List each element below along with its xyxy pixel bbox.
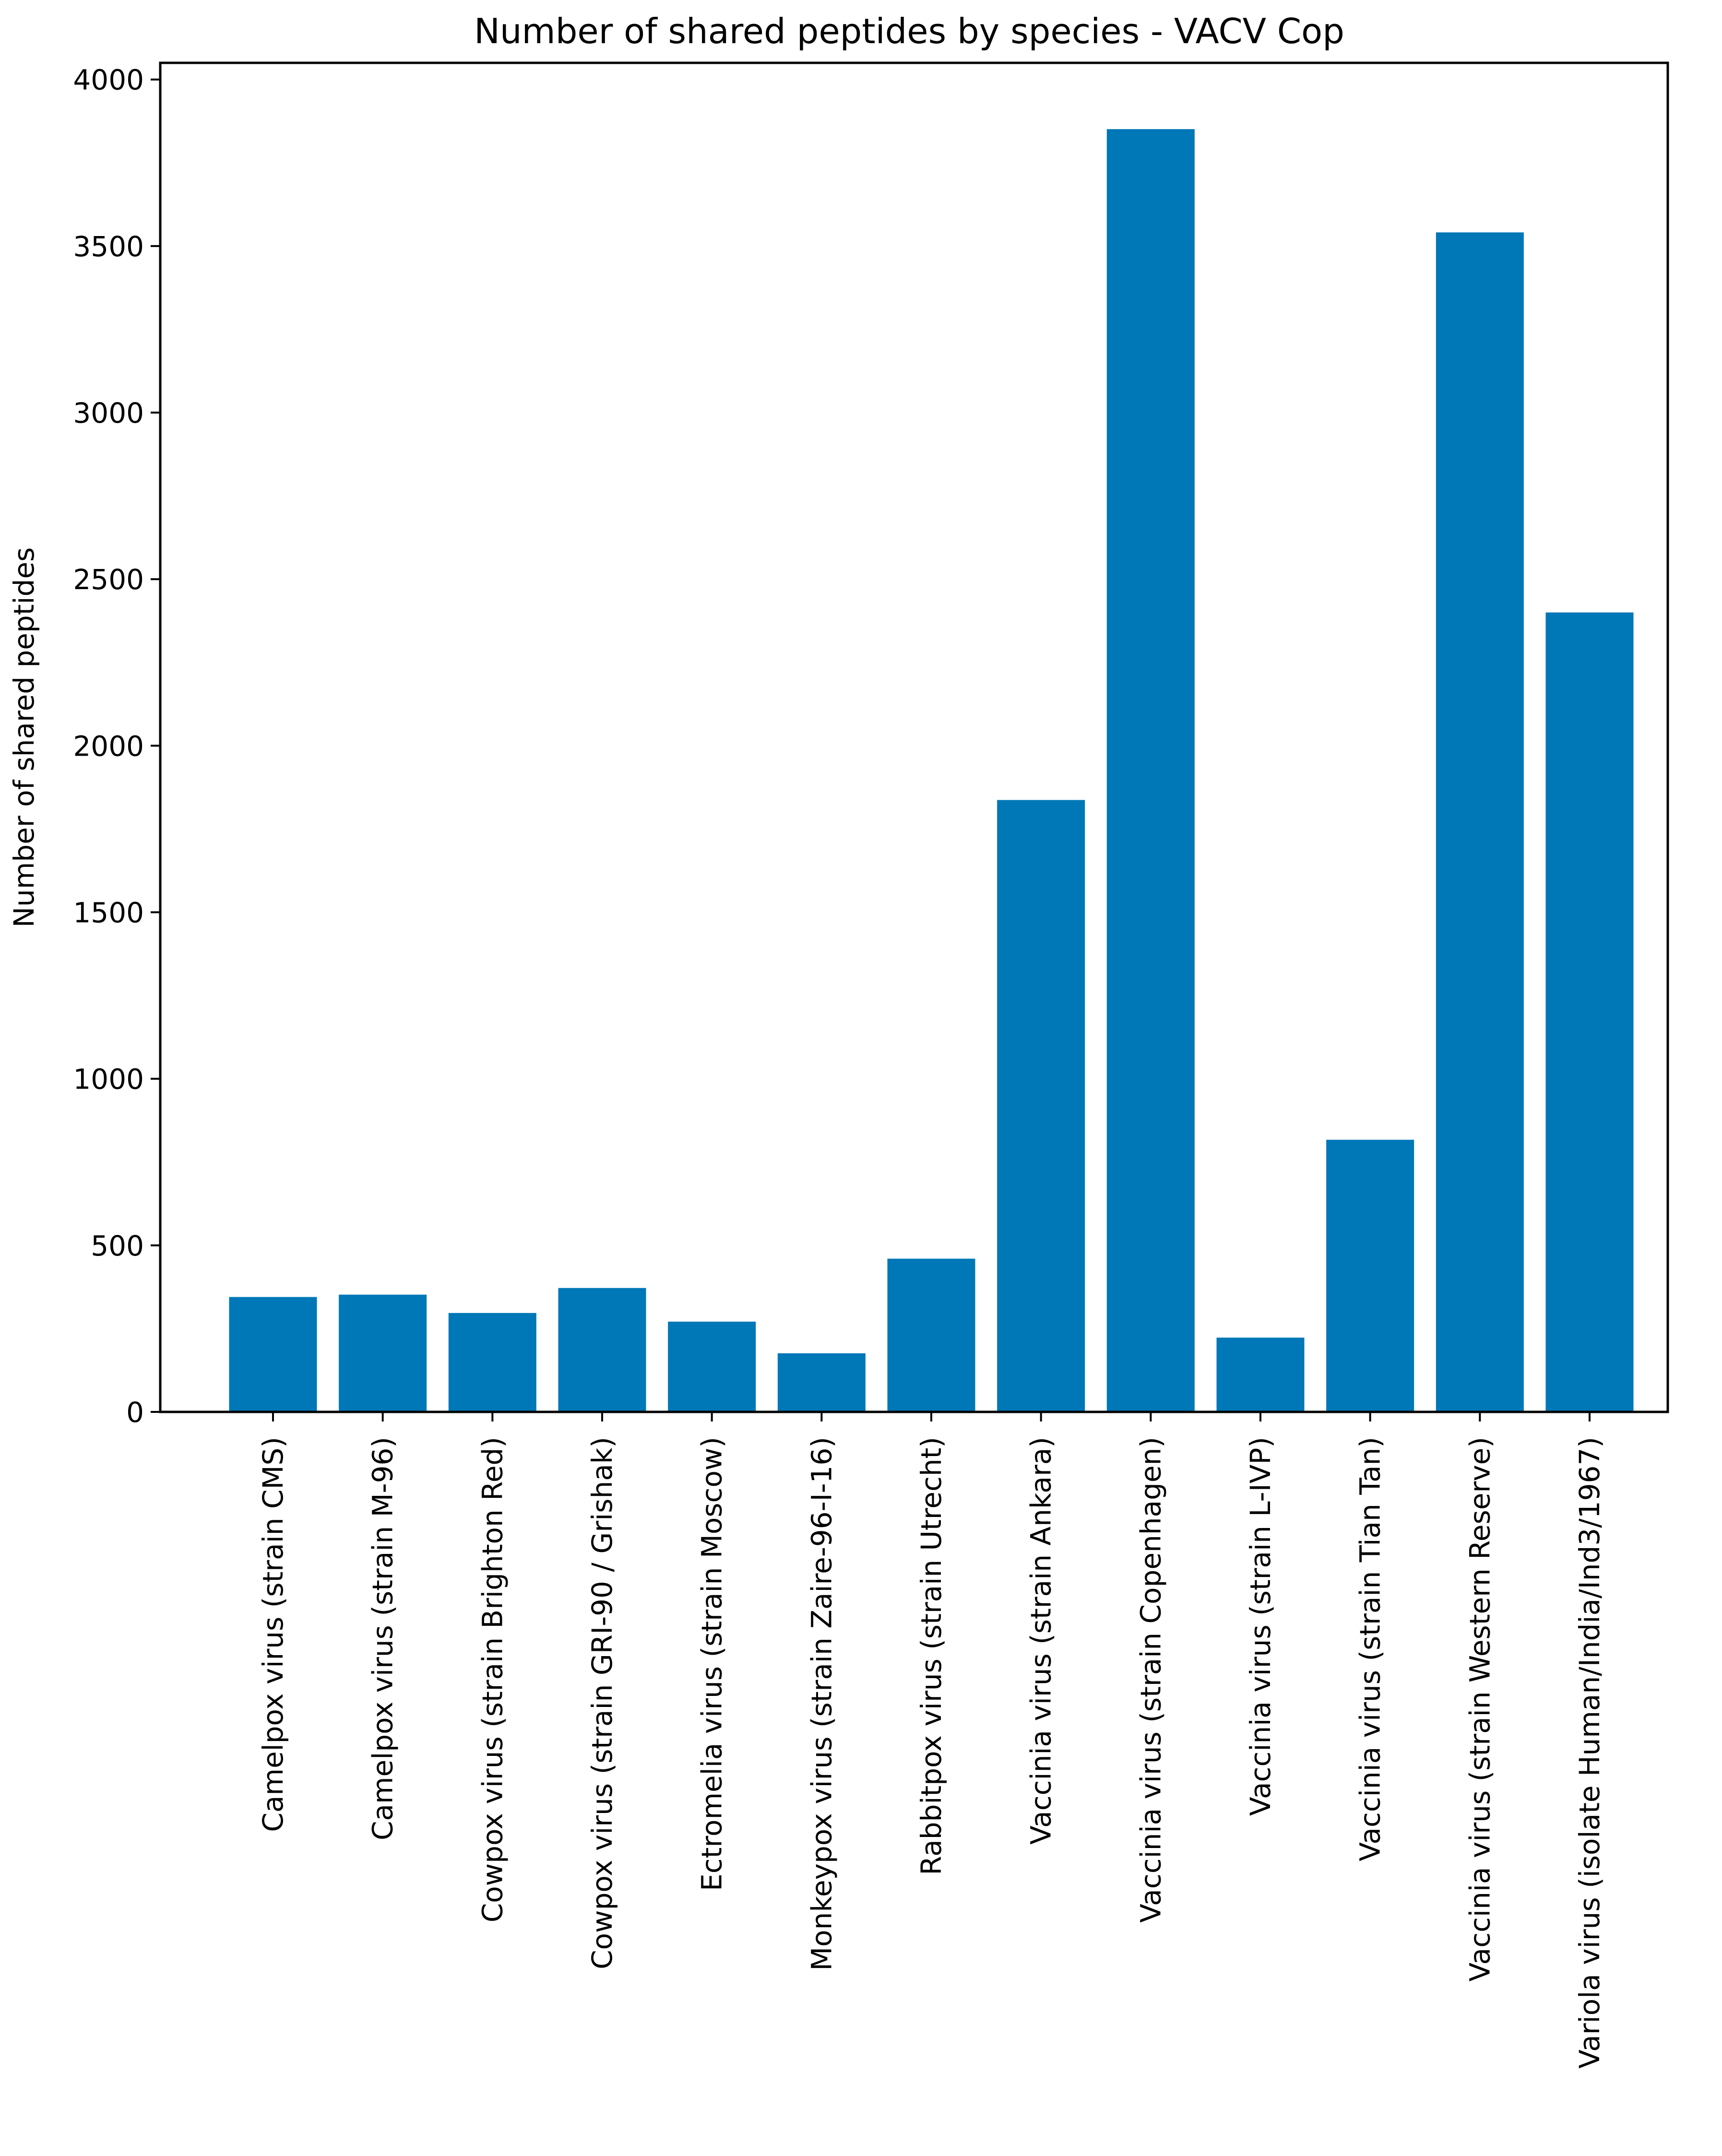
bar-7 <box>887 1258 975 1412</box>
x-tick-label: Vaccinia virus (strain L-IVP) <box>1244 1437 1277 1816</box>
bar-11 <box>1326 1139 1414 1412</box>
bar-1 <box>229 1297 317 1412</box>
bar-5 <box>668 1321 756 1412</box>
x-tick-label: Variola virus (isolate Human/India/Ind3/… <box>1573 1437 1606 2069</box>
x-tick-label: Camelpox virus (strain CMS) <box>257 1437 289 1832</box>
y-tick-label: 1000 <box>73 1063 144 1096</box>
y-axis-label: Number of shared peptides <box>8 547 40 928</box>
x-tick-label: Vaccinia virus (strain Ankara) <box>1025 1437 1057 1845</box>
bar-8 <box>997 800 1085 1412</box>
plot-frame <box>159 61 1669 1413</box>
y-axis: 0 500 1000 1500 2000 2500 3000 3500 4000 <box>73 64 160 1429</box>
x-tick-label: Cowpox virus (strain GRI-90 / Grishak) <box>586 1437 618 1969</box>
bar-10 <box>1216 1338 1305 1412</box>
y-tick-label: 2500 <box>73 563 144 596</box>
x-tick-label: Ectromelia virus (strain Moscow) <box>696 1437 728 1891</box>
chart-title: Number of shared peptides by species - V… <box>474 11 1344 51</box>
bars-group <box>229 129 1634 1412</box>
bar-2 <box>339 1294 427 1412</box>
bar-12 <box>1436 232 1524 1412</box>
bar-3 <box>448 1313 536 1412</box>
x-tick-label: Camelpox virus (strain M-96) <box>367 1437 399 1840</box>
x-tick-label: Vaccinia virus (strain Western Reserve) <box>1463 1437 1496 1982</box>
bar-6 <box>777 1353 866 1412</box>
x-axis: Camelpox virus (strain CMS) Camelpox viru… <box>257 1412 1606 2069</box>
x-tick-label: Vaccinia virus (strain Tian Tan) <box>1354 1437 1387 1861</box>
bar-9 <box>1106 129 1195 1412</box>
y-tick-label: 4000 <box>73 64 144 96</box>
x-tick-label: Cowpox virus (strain Brighton Red) <box>476 1437 509 1922</box>
y-tick-label: 2000 <box>73 730 144 762</box>
x-tick-label: Vaccinia virus (strain Copenhagen) <box>1134 1437 1167 1923</box>
y-tick-label: 1500 <box>73 897 144 929</box>
x-tick-label: Rabbitpox virus (strain Utrecht) <box>915 1437 948 1875</box>
y-tick-label: 3500 <box>73 230 144 263</box>
y-tick-label: 500 <box>91 1230 144 1262</box>
x-tick-label: Monkeypox virus (strain Zaire-96-I-16) <box>805 1437 838 1971</box>
bar-13 <box>1545 612 1634 1412</box>
bar-4 <box>558 1288 646 1412</box>
y-tick-label: 0 <box>126 1396 144 1429</box>
y-tick-label: 3000 <box>73 397 144 429</box>
